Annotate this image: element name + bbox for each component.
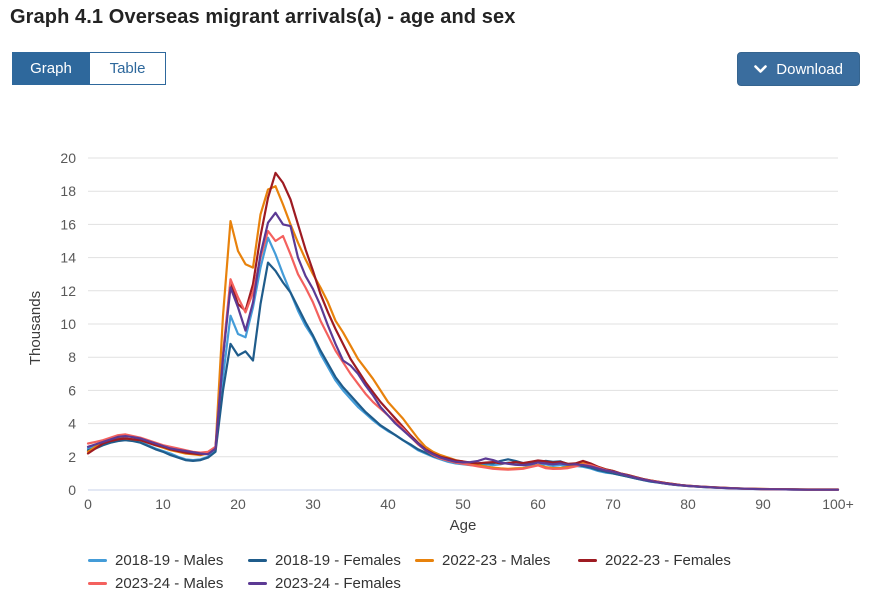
legend-swatch xyxy=(248,559,267,562)
legend-item[interactable]: 2022-23 - Females xyxy=(578,552,848,569)
legend-label: 2022-23 - Males xyxy=(442,552,551,569)
y-tick-label: 16 xyxy=(60,216,76,232)
legend-item[interactable]: 2023-24 - Males xyxy=(88,575,248,592)
legend-item[interactable]: 2023-24 - Females xyxy=(248,575,415,592)
y-tick-label: 4 xyxy=(68,416,76,432)
legend-label: 2023-24 - Males xyxy=(115,575,224,592)
legend-item[interactable]: 2022-23 - Males xyxy=(415,552,578,569)
series-line xyxy=(86,171,840,491)
x-tick-label: 60 xyxy=(530,496,546,512)
legend-swatch xyxy=(88,582,107,585)
x-axis-ticks: 0 10 20 30 40 50 60 70 80 90 100+ xyxy=(84,496,854,512)
tab-table[interactable]: Table xyxy=(89,53,165,84)
x-tick-label: 30 xyxy=(305,496,321,512)
x-tick-label: 90 xyxy=(755,496,771,512)
legend-swatch xyxy=(248,582,267,585)
x-tick-label: 40 xyxy=(380,496,396,512)
series-line xyxy=(86,229,840,491)
y-axis-ticks: 0 2 4 6 8 10 12 14 16 18 20 xyxy=(60,150,76,498)
gridlines xyxy=(88,157,838,491)
legend-label: 2018-19 - Females xyxy=(275,552,401,569)
y-axis-title: Thousands xyxy=(27,291,44,365)
y-tick-label: 18 xyxy=(60,183,76,199)
page-title: Graph 4.1 Overseas migrant arrivals(a) -… xyxy=(10,6,516,28)
y-tick-label: 0 xyxy=(68,482,76,498)
y-tick-label: 12 xyxy=(60,283,76,299)
series-lines xyxy=(86,171,840,491)
legend-label: 2023-24 - Females xyxy=(275,575,401,592)
y-tick-label: 8 xyxy=(68,349,76,365)
graph-table-toggle: Graph Table xyxy=(12,52,166,85)
legend-swatch xyxy=(415,559,434,562)
y-tick-label: 2 xyxy=(68,449,76,465)
x-tick-label: 10 xyxy=(155,496,171,512)
chevron-down-icon xyxy=(754,64,768,74)
x-tick-label: 80 xyxy=(680,496,696,512)
download-button[interactable]: Download xyxy=(737,52,860,86)
x-tick-label: 100+ xyxy=(822,496,854,512)
legend-item[interactable]: 2018-19 - Females xyxy=(248,552,415,569)
x-tick-label: 0 xyxy=(84,496,92,512)
series-line xyxy=(86,185,840,491)
legend-swatch xyxy=(578,559,597,562)
legend-label: 2018-19 - Males xyxy=(115,552,224,569)
x-axis-title: Age xyxy=(450,517,477,534)
y-tick-label: 10 xyxy=(60,316,76,332)
y-tick-label: 20 xyxy=(60,150,76,166)
legend-label: 2022-23 - Females xyxy=(605,552,731,569)
line-chart: 0 2 4 6 8 10 12 14 16 18 20 0 10 20 30 40 50 60 70 80 90 100… xyxy=(27,150,854,534)
legend-item[interactable]: 2018-19 - Males xyxy=(88,552,248,569)
tab-graph[interactable]: Graph xyxy=(13,53,89,84)
series-line xyxy=(86,211,840,491)
legend-swatch xyxy=(88,559,107,562)
chart-legend: 2018-19 - Males 2018-19 - Females 2022-23 … xyxy=(88,552,848,592)
y-tick-label: 14 xyxy=(60,250,76,266)
y-tick-label: 6 xyxy=(68,382,76,398)
x-tick-label: 50 xyxy=(455,496,471,512)
x-tick-label: 70 xyxy=(605,496,621,512)
download-label: Download xyxy=(776,60,843,78)
x-tick-label: 20 xyxy=(230,496,246,512)
